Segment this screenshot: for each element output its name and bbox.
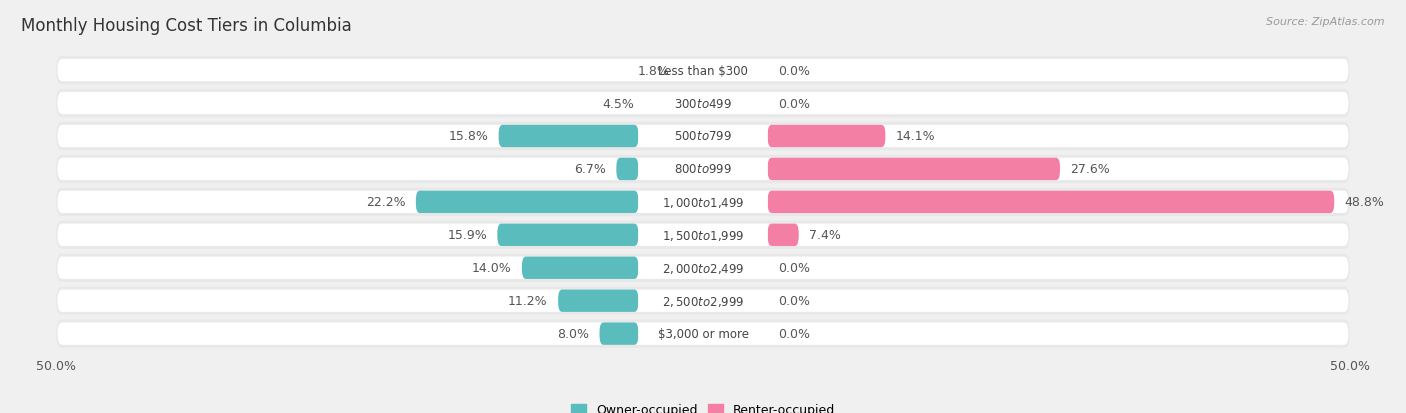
Text: $800 to $999: $800 to $999 (673, 163, 733, 176)
Text: 22.2%: 22.2% (366, 196, 405, 209)
Text: $3,000 or more: $3,000 or more (658, 328, 748, 340)
FancyBboxPatch shape (638, 290, 768, 311)
Text: 15.8%: 15.8% (449, 130, 488, 143)
FancyBboxPatch shape (56, 287, 1350, 315)
Text: $300 to $499: $300 to $499 (673, 97, 733, 110)
FancyBboxPatch shape (58, 126, 1348, 148)
FancyBboxPatch shape (638, 159, 768, 180)
FancyBboxPatch shape (56, 90, 1350, 118)
FancyBboxPatch shape (768, 126, 886, 148)
FancyBboxPatch shape (499, 126, 638, 148)
Text: 15.9%: 15.9% (447, 229, 486, 242)
Text: 8.0%: 8.0% (557, 328, 589, 340)
Text: 1.8%: 1.8% (637, 64, 669, 77)
Text: 48.8%: 48.8% (1344, 196, 1385, 209)
Text: 0.0%: 0.0% (778, 64, 810, 77)
Text: $2,500 to $2,999: $2,500 to $2,999 (662, 294, 744, 308)
FancyBboxPatch shape (498, 224, 638, 247)
Text: $2,000 to $2,499: $2,000 to $2,499 (662, 261, 744, 275)
FancyBboxPatch shape (58, 290, 1348, 312)
FancyBboxPatch shape (56, 320, 1350, 348)
FancyBboxPatch shape (58, 93, 1348, 115)
FancyBboxPatch shape (58, 224, 1348, 247)
FancyBboxPatch shape (58, 323, 1348, 345)
FancyBboxPatch shape (56, 221, 1350, 249)
Text: Source: ZipAtlas.com: Source: ZipAtlas.com (1267, 17, 1385, 26)
FancyBboxPatch shape (56, 254, 1350, 282)
Text: Less than $300: Less than $300 (658, 64, 748, 77)
FancyBboxPatch shape (768, 224, 799, 247)
FancyBboxPatch shape (58, 60, 1348, 82)
Text: 11.2%: 11.2% (508, 294, 548, 307)
Text: 0.0%: 0.0% (778, 294, 810, 307)
FancyBboxPatch shape (56, 123, 1350, 151)
FancyBboxPatch shape (58, 158, 1348, 180)
Text: 4.5%: 4.5% (603, 97, 634, 110)
Text: 0.0%: 0.0% (778, 261, 810, 275)
Text: 0.0%: 0.0% (778, 328, 810, 340)
FancyBboxPatch shape (558, 290, 638, 312)
FancyBboxPatch shape (768, 158, 1060, 180)
FancyBboxPatch shape (638, 60, 768, 81)
FancyBboxPatch shape (58, 257, 1348, 279)
FancyBboxPatch shape (56, 155, 1350, 184)
Legend: Owner-occupied, Renter-occupied: Owner-occupied, Renter-occupied (571, 403, 835, 413)
FancyBboxPatch shape (56, 57, 1350, 85)
FancyBboxPatch shape (638, 192, 768, 213)
Text: 6.7%: 6.7% (574, 163, 606, 176)
Text: $1,000 to $1,499: $1,000 to $1,499 (662, 195, 744, 209)
Text: 0.0%: 0.0% (778, 97, 810, 110)
FancyBboxPatch shape (638, 323, 768, 344)
FancyBboxPatch shape (616, 158, 638, 180)
FancyBboxPatch shape (638, 258, 768, 279)
Text: 7.4%: 7.4% (808, 229, 841, 242)
FancyBboxPatch shape (599, 323, 638, 345)
FancyBboxPatch shape (638, 93, 768, 114)
Text: 27.6%: 27.6% (1070, 163, 1111, 176)
Text: $500 to $799: $500 to $799 (673, 130, 733, 143)
FancyBboxPatch shape (58, 191, 1348, 214)
FancyBboxPatch shape (416, 191, 638, 214)
Text: 14.1%: 14.1% (896, 130, 935, 143)
Text: 14.0%: 14.0% (472, 261, 512, 275)
FancyBboxPatch shape (56, 188, 1350, 216)
FancyBboxPatch shape (638, 126, 768, 147)
Text: $1,500 to $1,999: $1,500 to $1,999 (662, 228, 744, 242)
FancyBboxPatch shape (768, 191, 1334, 214)
Text: Monthly Housing Cost Tiers in Columbia: Monthly Housing Cost Tiers in Columbia (21, 17, 351, 34)
FancyBboxPatch shape (638, 225, 768, 246)
FancyBboxPatch shape (522, 257, 638, 279)
